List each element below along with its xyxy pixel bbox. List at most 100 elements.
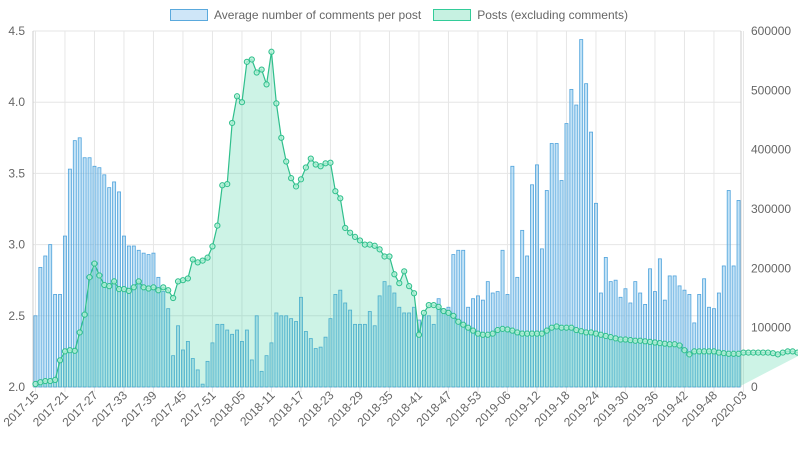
post-point bbox=[450, 312, 457, 319]
post-point bbox=[769, 350, 777, 357]
bar bbox=[225, 329, 230, 388]
bar bbox=[648, 268, 652, 388]
post-point bbox=[130, 284, 137, 291]
bar bbox=[549, 143, 554, 388]
post-point bbox=[494, 326, 501, 334]
post-point bbox=[61, 348, 69, 355]
post-point bbox=[489, 330, 496, 337]
bar bbox=[43, 255, 48, 388]
bar bbox=[38, 266, 43, 388]
post-point bbox=[214, 222, 221, 229]
bar bbox=[151, 252, 156, 388]
post-point bbox=[764, 349, 772, 356]
post-point bbox=[322, 160, 329, 167]
bar bbox=[195, 369, 200, 388]
bar bbox=[476, 295, 480, 388]
bar bbox=[176, 325, 180, 388]
bar bbox=[530, 184, 534, 388]
legend-item-comments[interactable]: Average number of comments per post bbox=[170, 8, 421, 22]
post-point bbox=[720, 350, 727, 357]
post-point bbox=[347, 229, 354, 236]
post-point bbox=[646, 338, 654, 346]
right-tick-label: 200000 bbox=[751, 261, 791, 275]
post-point bbox=[224, 180, 231, 188]
post-point bbox=[415, 331, 423, 338]
post-point bbox=[592, 330, 600, 337]
legend-label-posts: Posts (excluding comments) bbox=[477, 8, 628, 22]
bar bbox=[72, 140, 77, 388]
bar bbox=[353, 323, 357, 388]
post-point bbox=[66, 347, 73, 354]
bar bbox=[328, 318, 333, 388]
post-point bbox=[538, 330, 545, 337]
bar bbox=[181, 349, 185, 388]
bar bbox=[377, 295, 382, 388]
bar bbox=[520, 229, 525, 388]
bar bbox=[584, 83, 589, 388]
bar bbox=[240, 341, 244, 388]
bar bbox=[466, 306, 471, 388]
bar bbox=[259, 370, 264, 388]
post-point bbox=[268, 48, 275, 55]
left-tick-label: 3.0 bbox=[8, 238, 25, 252]
post-point bbox=[86, 274, 93, 281]
post-point bbox=[47, 377, 54, 385]
post-point bbox=[612, 335, 619, 342]
bar bbox=[92, 165, 97, 388]
bar bbox=[412, 306, 416, 388]
legend-swatch-comments bbox=[170, 9, 209, 21]
bar bbox=[657, 258, 662, 388]
bar bbox=[436, 298, 441, 388]
legend-label-comments: Average number of comments per post bbox=[214, 8, 422, 22]
post-point bbox=[253, 69, 260, 76]
bar bbox=[372, 325, 377, 388]
post-point bbox=[155, 287, 162, 294]
post-point bbox=[243, 58, 250, 65]
legend-swatch-posts bbox=[433, 9, 472, 21]
bar bbox=[264, 355, 269, 388]
legend-item-posts[interactable]: Posts (excluding comments) bbox=[433, 8, 628, 22]
post-point bbox=[258, 66, 265, 73]
bar bbox=[480, 299, 485, 388]
bar bbox=[161, 291, 166, 388]
post-point bbox=[37, 379, 44, 386]
bar bbox=[628, 302, 633, 388]
right-tick-label: 100000 bbox=[751, 321, 791, 335]
post-point bbox=[602, 332, 609, 340]
bar bbox=[171, 355, 176, 388]
post-point bbox=[199, 257, 206, 264]
bar bbox=[490, 292, 495, 388]
post-point bbox=[351, 233, 359, 240]
post-point bbox=[627, 337, 634, 344]
post-point bbox=[332, 188, 339, 195]
bar bbox=[58, 294, 62, 388]
right-tick-label: 300000 bbox=[751, 202, 791, 216]
bar bbox=[716, 292, 721, 388]
bar bbox=[200, 383, 205, 388]
post-point bbox=[189, 256, 196, 263]
post-point bbox=[184, 275, 191, 282]
bar bbox=[633, 281, 638, 388]
bar bbox=[53, 294, 58, 388]
bar bbox=[461, 249, 466, 388]
bar bbox=[697, 294, 702, 388]
post-point bbox=[484, 331, 491, 338]
post-point bbox=[288, 175, 295, 182]
bar bbox=[510, 165, 515, 388]
post-point bbox=[204, 254, 211, 261]
post-point bbox=[406, 283, 413, 290]
bar bbox=[136, 249, 141, 388]
bar bbox=[358, 323, 362, 388]
bar bbox=[215, 323, 220, 388]
bar bbox=[544, 190, 549, 388]
bar bbox=[426, 315, 431, 388]
bar bbox=[594, 202, 598, 388]
post-point bbox=[273, 100, 280, 107]
bar bbox=[451, 254, 456, 388]
bar bbox=[63, 235, 67, 388]
post-point bbox=[170, 294, 177, 302]
bar bbox=[643, 304, 648, 388]
bar bbox=[303, 331, 308, 388]
post-point bbox=[460, 321, 467, 328]
